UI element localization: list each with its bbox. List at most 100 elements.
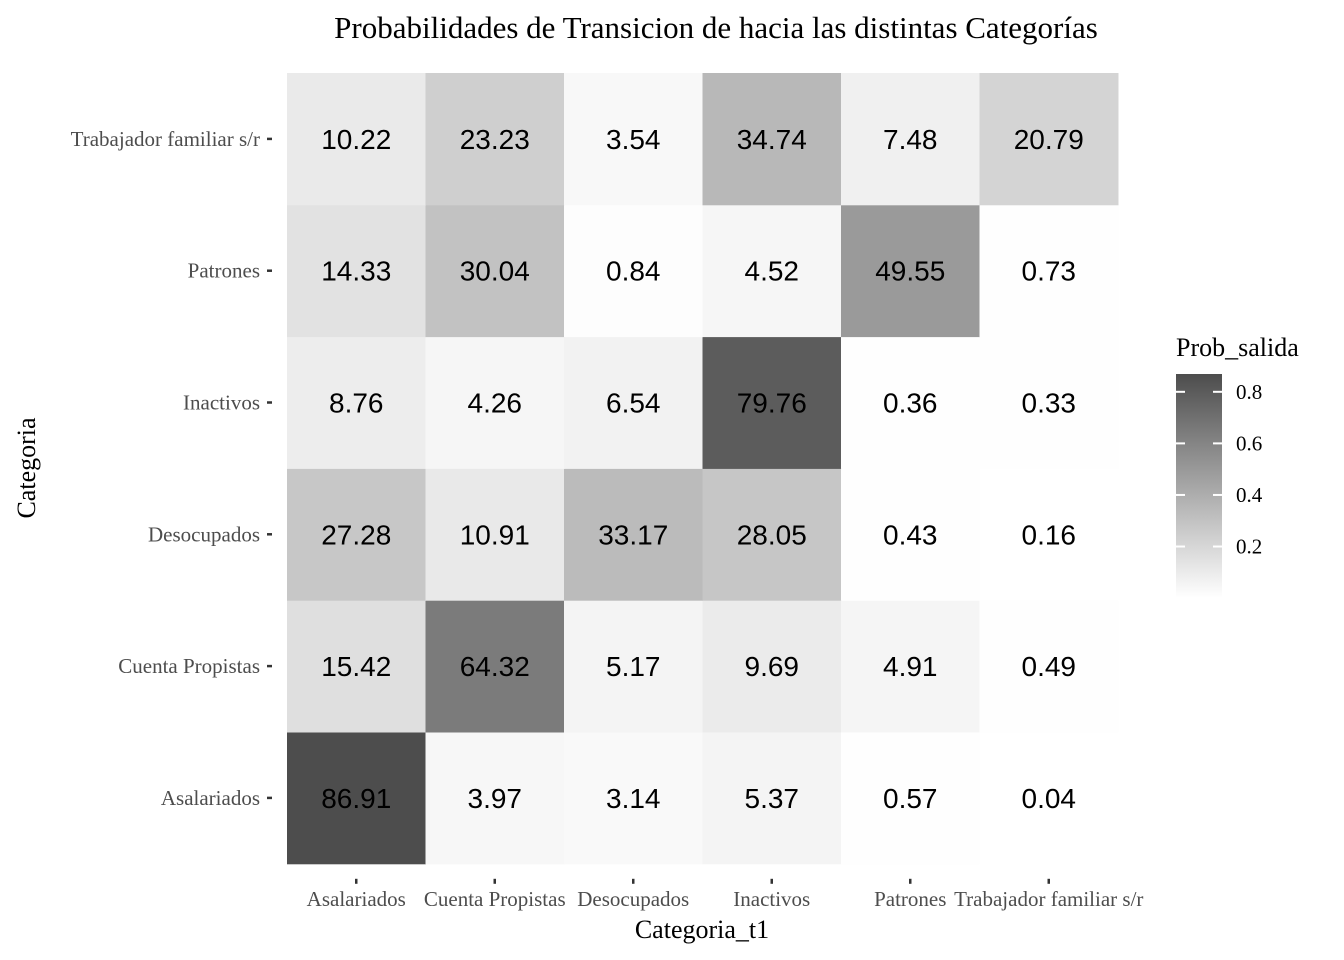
y-axis: Asalariados Cuenta Propistas Desocupados In… xyxy=(71,127,272,810)
cell-value-label: 3.97 xyxy=(468,783,523,814)
cell-value-label: 4.91 xyxy=(883,651,938,682)
heatmap-cell-inactivos-trabajador-familiar-s-r xyxy=(979,336,1119,469)
heatmap-cell-cuenta-propistas-inactivos xyxy=(702,600,842,733)
heatmap-cell-trabajador-familiar-s-r-asalariados xyxy=(287,73,426,206)
legend-title: Prob_salida xyxy=(1176,333,1299,362)
cell-value-label: 79.76 xyxy=(737,388,807,419)
heatmap-cell-trabajador-familiar-s-r-patrones xyxy=(841,73,980,206)
cell-value-label: 5.17 xyxy=(606,651,661,682)
x-axis-tick-label: Cuenta Propistas xyxy=(424,887,566,911)
y-axis-tick-label: Trabajador familiar s/r xyxy=(71,127,260,151)
heatmap-cell-asalariados-cuenta-propistas xyxy=(425,732,565,865)
cell-value-label: 0.57 xyxy=(883,783,938,814)
heatmap-cell-inactivos-asalariados xyxy=(287,336,426,469)
legend-color-bar xyxy=(1176,374,1222,598)
cell-value-label: 3.14 xyxy=(606,783,661,814)
cell-value-label: 27.28 xyxy=(321,519,391,550)
cell-value-label: 6.54 xyxy=(606,388,661,419)
heatmap-cell-cuenta-propistas-trabajador-familiar-s-r xyxy=(979,600,1119,733)
heatmap-cell-desocupados-cuenta-propistas xyxy=(425,468,565,601)
heatmap-cell-desocupados-asalariados xyxy=(287,468,426,601)
heatmap-cell-cuenta-propistas-asalariados xyxy=(287,600,426,733)
heatmap-cell-patrones-asalariados xyxy=(287,204,426,338)
cell-value-label: 20.79 xyxy=(1014,124,1084,155)
cell-value-label: 0.84 xyxy=(606,256,661,287)
y-axis-tick-label: Asalariados xyxy=(161,786,260,810)
heatmap-cell-inactivos-desocupados xyxy=(564,336,703,469)
chart-title: Probabilidades de Transicion de hacia la… xyxy=(334,10,1098,45)
heatmap-cells xyxy=(287,73,1119,865)
y-axis-tick-label: Cuenta Propistas xyxy=(118,654,260,678)
legend-tick-label: 0.4 xyxy=(1236,483,1263,507)
heatmap-cell-asalariados-patrones xyxy=(841,732,980,865)
color-legend: Prob_salida 0.2 0.4 0.6 0.8 xyxy=(1176,333,1299,598)
heatmap-cell-asalariados-desocupados xyxy=(564,732,703,865)
x-axis-tick-label: Trabajador familiar s/r xyxy=(954,887,1143,911)
heatmap-cell-desocupados-desocupados xyxy=(564,468,703,601)
heatmap-cell-inactivos-inactivos xyxy=(702,336,842,469)
cell-value-label: 0.73 xyxy=(1022,256,1077,287)
x-axis-tick-label: Patrones xyxy=(874,887,946,911)
heatmap-cell-asalariados-asalariados xyxy=(287,732,426,865)
legend-tick-label: 0.8 xyxy=(1236,380,1262,404)
heatmap-cell-asalariados-trabajador-familiar-s-r xyxy=(979,732,1119,865)
x-axis: Asalariados Cuenta Propistas Desocupados In… xyxy=(307,878,1143,911)
heatmap-cell-trabajador-familiar-s-r-cuenta-propistas xyxy=(425,73,565,206)
cell-value-label: 9.69 xyxy=(745,651,800,682)
cell-value-label: 34.74 xyxy=(737,124,807,155)
cell-value-label: 4.52 xyxy=(745,256,800,287)
heatmap-cell-desocupados-inactivos xyxy=(702,468,842,601)
cell-value-label: 86.91 xyxy=(321,783,391,814)
cell-value-label: 0.49 xyxy=(1022,651,1077,682)
heatmap-cell-inactivos-patrones xyxy=(841,336,980,469)
heatmap-cell-patrones-patrones xyxy=(841,204,980,338)
heatmap-cell-inactivos-cuenta-propistas xyxy=(425,336,565,469)
x-axis-tick-label: Desocupados xyxy=(577,887,689,911)
heatmap-cell-cuenta-propistas-cuenta-propistas xyxy=(425,600,565,733)
heatmap-cell-cuenta-propistas-desocupados xyxy=(564,600,703,733)
heatmap-cell-trabajador-familiar-s-r-trabajador-familiar-s-r xyxy=(979,73,1119,206)
heatmap-cell-desocupados-trabajador-familiar-s-r xyxy=(979,468,1119,601)
heatmap-cell-patrones-cuenta-propistas xyxy=(425,204,565,338)
heatmap-cell-desocupados-patrones xyxy=(841,468,980,601)
cell-value-label: 10.91 xyxy=(460,519,530,550)
cell-value-label: 49.55 xyxy=(875,256,945,287)
legend-tick-label: 0.2 xyxy=(1236,535,1262,559)
y-axis-tick-label: Desocupados xyxy=(148,522,260,546)
x-axis-tick-label: Inactivos xyxy=(733,887,810,911)
cell-value-label: 3.54 xyxy=(606,124,661,155)
cell-value-label: 15.42 xyxy=(321,651,391,682)
cell-value-label: 5.37 xyxy=(745,783,800,814)
heatmap-cell-patrones-desocupados xyxy=(564,204,703,338)
legend-ticks: 0.2 0.4 0.6 0.8 xyxy=(1176,380,1263,559)
cell-value-label: 4.26 xyxy=(468,388,523,419)
heatmap-cell-asalariados-inactivos xyxy=(702,732,842,865)
cell-value-label: 23.23 xyxy=(460,124,530,155)
heatmap-cell-cuenta-propistas-patrones xyxy=(841,600,980,733)
cell-value-label: 14.33 xyxy=(321,256,391,287)
cell-value-label: 0.04 xyxy=(1022,783,1077,814)
legend-tick-label: 0.6 xyxy=(1236,431,1262,455)
cell-value-label: 0.16 xyxy=(1022,519,1077,550)
x-axis-tick-label: Asalariados xyxy=(307,887,406,911)
cell-value-label: 0.36 xyxy=(883,388,938,419)
cell-value-label: 64.32 xyxy=(460,651,530,682)
cell-value-labels: 86.91 3.97 3.14 5.37 0.57 0.04 15.42 64.32 5.17 9… xyxy=(321,124,1084,814)
cell-value-label: 0.43 xyxy=(883,519,938,550)
cell-value-label: 28.05 xyxy=(737,519,807,550)
x-axis-title: Categoria_t1 xyxy=(635,915,769,944)
cell-value-label: 10.22 xyxy=(321,124,391,155)
heatmap-cell-patrones-trabajador-familiar-s-r xyxy=(979,204,1119,338)
cell-value-label: 7.48 xyxy=(883,124,938,155)
cell-value-label: 0.33 xyxy=(1022,388,1077,419)
cell-value-label: 30.04 xyxy=(460,256,530,287)
cell-value-label: 8.76 xyxy=(329,388,384,419)
heatmap-cell-patrones-inactivos xyxy=(702,204,842,338)
y-axis-tick-label: Inactivos xyxy=(183,391,260,415)
cell-value-label: 33.17 xyxy=(598,519,668,550)
y-axis-tick-label: Patrones xyxy=(188,259,260,283)
y-axis-title: Categoria xyxy=(12,417,41,519)
heatmap-cell-trabajador-familiar-s-r-desocupados xyxy=(564,73,703,206)
heatmap-cell-trabajador-familiar-s-r-inactivos xyxy=(702,73,842,206)
